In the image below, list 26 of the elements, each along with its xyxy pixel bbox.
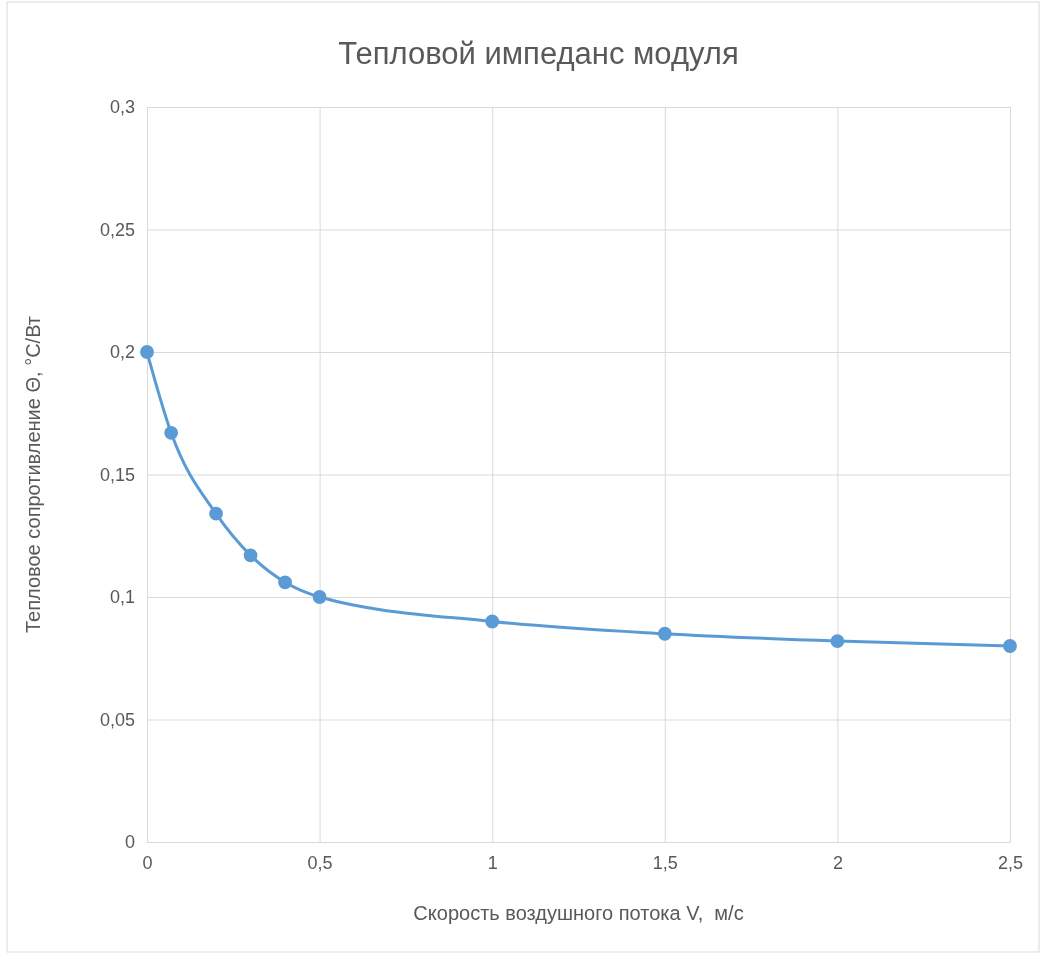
x-tick-label: 0 <box>142 852 153 873</box>
point <box>485 614 500 629</box>
chart-title: Тепловой импеданс модуля <box>338 36 739 71</box>
y-tick-label: 0 <box>124 832 135 853</box>
y-tick-label: 0,15 <box>99 464 135 485</box>
point <box>209 506 223 521</box>
x-tick-label: 1 <box>487 852 498 873</box>
y-tick-label: 0,05 <box>99 709 135 730</box>
y-tick-label: 0,2 <box>109 342 135 363</box>
point <box>140 345 154 359</box>
y-tick-label: 0,1 <box>109 587 135 608</box>
x-tick-label: 2,5 <box>997 852 1024 873</box>
x-tick-label: 2 <box>832 852 843 873</box>
point <box>243 548 258 563</box>
point <box>1003 639 1017 653</box>
point <box>830 634 845 648</box>
y-tick-label: 0,3 <box>109 97 135 118</box>
y-tick-label: 0,25 <box>99 219 135 240</box>
point <box>657 626 672 641</box>
y-axis-title: Тепловое сопротивление Θ, °С/Вт <box>22 316 44 633</box>
x-tick-label: 1,5 <box>652 852 678 873</box>
x-axis-title: Скорость воздушного потока V, м/с <box>413 902 744 924</box>
point <box>312 590 327 604</box>
point <box>164 425 179 440</box>
x-tick-label: 0,5 <box>307 852 333 873</box>
point <box>278 575 292 590</box>
